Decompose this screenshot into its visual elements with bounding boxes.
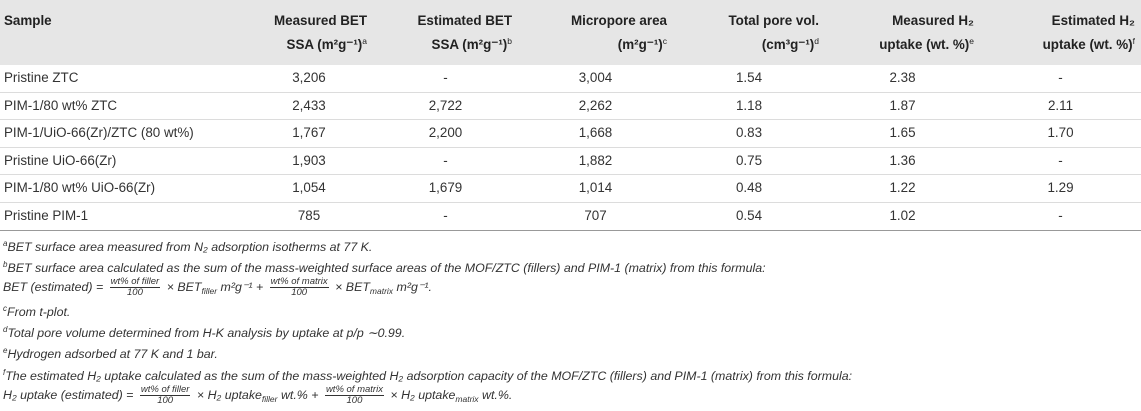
value-cell: 2,722 <box>373 92 518 121</box>
value-cell: 2.11 <box>980 92 1141 121</box>
header-sample: Sample <box>4 13 52 28</box>
header-measured-h2: Measured H₂ uptake (wt. %)e <box>879 13 974 52</box>
value-cell: 1.54 <box>673 65 825 93</box>
footnote-f-formula: H₂ uptake (estimated) = wt% of filler 100… <box>3 383 513 406</box>
footnote-a: aBET surface area measured from N₂ adsor… <box>3 238 373 254</box>
value-cell: - <box>980 65 1141 93</box>
footnote-b: bBET surface area calculated as the sum … <box>3 259 766 275</box>
value-cell: 2,433 <box>245 92 373 121</box>
header-measured-bet: Measured BET SSA (m²g⁻¹)a <box>273 13 367 52</box>
value-cell: 1.65 <box>825 119 980 148</box>
value-cell: - <box>373 202 518 231</box>
table-row: Pristine ZTC 3,206-3,004 1.54 2.38- <box>0 65 1141 93</box>
sample-cell: Pristine UiO-66(Zr) <box>0 147 245 176</box>
value-cell: 1.22 <box>825 174 980 203</box>
header-estimated-bet: Estimated BET SSA (m²g⁻¹)b <box>417 13 513 52</box>
value-cell: 1,767 <box>245 119 373 148</box>
value-cell: 1,679 <box>373 174 518 203</box>
value-cell: 2,200 <box>373 119 518 148</box>
value-cell: 0.83 <box>673 119 825 148</box>
footnote-b-formula: BET (estimated) = wt% of filler 100 × BET… <box>3 275 432 298</box>
table-row: PIM-1/80 wt% ZTC 2,433 2,722 2,262 1.18 1.87 2… <box>0 92 1141 121</box>
sample-cell: PIM-1/UiO-66(Zr)/ZTC (80 wt%) <box>0 119 245 148</box>
value-cell: 1,668 <box>518 119 673 148</box>
value-cell: 1,882 <box>518 147 673 176</box>
footnotes: aBET surface area measured from N₂ adsor… <box>0 231 1141 408</box>
table-row: Pristine PIM-1 785-707 0.54 1.02- <box>0 202 1141 231</box>
value-cell: 707 <box>518 202 673 231</box>
value-cell: - <box>980 202 1141 231</box>
value-cell: - <box>373 147 518 176</box>
header-row: Sample Measured BET SSA (m²g⁻¹)a Estimate… <box>0 0 1141 65</box>
value-cell: 3,004 <box>518 65 673 93</box>
footnote-d: dTotal pore volume determined from H-K a… <box>3 325 406 341</box>
header-total-pore-vol: Total pore vol. (cm³g⁻¹)d <box>728 13 819 52</box>
value-cell: 1,903 <box>245 147 373 176</box>
sample-cell: Pristine ZTC <box>0 65 245 93</box>
sample-cell: PIM-1/80 wt% UiO-66(Zr) <box>0 174 245 203</box>
header-micropore-area: Micropore area (m²g⁻¹)c <box>570 13 667 52</box>
header-estimated-h2: Estimated H₂ uptake (wt. %)f <box>1042 13 1135 52</box>
value-cell: 1,014 <box>518 174 673 203</box>
footnote-f: fThe estimated H₂ uptake calculated as t… <box>3 367 853 383</box>
sample-cell: Pristine PIM-1 <box>0 202 245 231</box>
value-cell: 1.18 <box>673 92 825 121</box>
data-table: Sample Measured BET SSA (m²g⁻¹)a Estimate… <box>0 0 1141 231</box>
value-cell: 1,054 <box>245 174 373 203</box>
value-cell: 1.02 <box>825 202 980 231</box>
table-row: PIM-1/UiO-66(Zr)/ZTC (80 wt%) 1,767 2,200 1… <box>0 119 1141 148</box>
value-cell: 3,206 <box>245 65 373 93</box>
footnote-e: eHydrogen adsorbed at 77 K and 1 bar. <box>3 346 218 362</box>
value-cell: 785 <box>245 202 373 231</box>
value-cell: - <box>980 147 1141 176</box>
value-cell: - <box>373 65 518 93</box>
value-cell: 2.38 <box>825 65 980 93</box>
value-cell: 2,262 <box>518 92 673 121</box>
value-cell: 0.75 <box>673 147 825 176</box>
table-row: PIM-1/80 wt% UiO-66(Zr) 1,054 1,679 1,014 0.… <box>0 174 1141 203</box>
value-cell: 0.48 <box>673 174 825 203</box>
value-cell: 1.29 <box>980 174 1141 203</box>
value-cell: 1.70 <box>980 119 1141 148</box>
value-cell: 1.36 <box>825 147 980 176</box>
sample-cell: PIM-1/80 wt% ZTC <box>0 92 245 121</box>
footnote-c: cFrom t-plot. <box>3 303 71 319</box>
table-row: Pristine UiO-66(Zr) 1,903-1,882 0.75 1.36- <box>0 147 1141 176</box>
value-cell: 0.54 <box>673 202 825 231</box>
value-cell: 1.87 <box>825 92 980 121</box>
